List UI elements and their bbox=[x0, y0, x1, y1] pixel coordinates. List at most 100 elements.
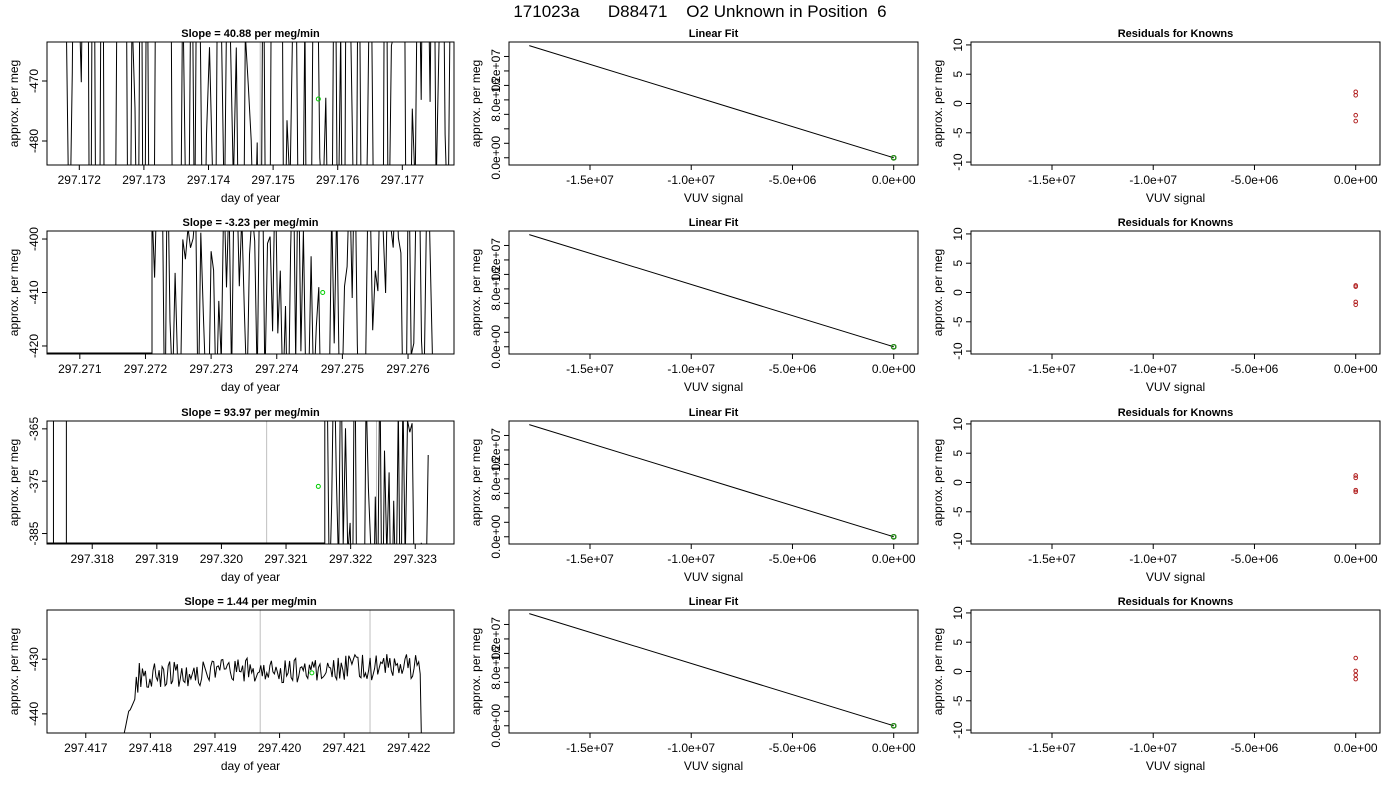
x-tick-label: 297.318 bbox=[71, 552, 115, 566]
fit-point bbox=[890, 154, 897, 161]
x-tick-label: 297.273 bbox=[189, 362, 233, 376]
signal-trace bbox=[123, 653, 422, 733]
x-tick-label: 297.420 bbox=[258, 741, 302, 755]
residuals-panel-1: Residuals for Knowns -1.5e+07 -1.0e+07 -5.0… bbox=[931, 28, 1381, 205]
mean-marker bbox=[315, 483, 321, 489]
x-tick-label: -1.5e+07 bbox=[1028, 741, 1076, 755]
y-axis-label: approx. per meg bbox=[469, 439, 483, 526]
x-axis-label: VUV signal bbox=[684, 759, 743, 773]
residual-point bbox=[1353, 475, 1359, 481]
x-tick-label: 0.0e+00 bbox=[872, 552, 916, 566]
y-tick-label: -5 bbox=[951, 316, 965, 327]
plot-area bbox=[123, 610, 422, 733]
x-tick-label: -1.0e+07 bbox=[1129, 173, 1177, 187]
figure-title: 171023a D88471 O2 Unknown in Position 6 bbox=[513, 2, 887, 21]
x-tick-label: -1.0e+07 bbox=[667, 552, 715, 566]
x-axis-label: VUV signal bbox=[684, 191, 743, 205]
panel-title: Residuals for Knowns bbox=[1118, 28, 1234, 40]
x-tick-label: -5.0e+06 bbox=[1231, 552, 1279, 566]
fit-point bbox=[890, 533, 897, 540]
time-series-panel-2: Slope = -3.23 per meg/min 297.271 297.272 2… bbox=[7, 217, 455, 394]
y-axis-label: approx. per meg bbox=[931, 60, 945, 147]
y-axis-label: approx. per meg bbox=[7, 60, 21, 147]
residuals-panel-2: Residuals for Knowns -1.5e+07 -1.0e+07 -5.0… bbox=[931, 217, 1381, 394]
x-tick-label: 0.0e+00 bbox=[872, 741, 916, 755]
plot-area bbox=[1353, 283, 1359, 308]
residual-point bbox=[1353, 118, 1359, 124]
x-tick-label: 0.0e+00 bbox=[1334, 362, 1378, 376]
plot-area bbox=[1353, 473, 1359, 495]
x-tick-label: -5.0e+06 bbox=[1231, 362, 1279, 376]
linear-fit-panel-4: Linear Fit -1.5e+07 -1.0e+07 -5.0e+06 0.0e+0… bbox=[469, 596, 919, 773]
x-tick-label: 297.272 bbox=[124, 362, 168, 376]
y-tick-label: -420 bbox=[27, 334, 41, 358]
plot-frame bbox=[970, 230, 1381, 355]
x-tick-label: 297.320 bbox=[200, 552, 244, 566]
x-tick-label: -1.0e+07 bbox=[667, 741, 715, 755]
y-axis-label: approx. per meg bbox=[931, 439, 945, 526]
x-axis-label: day of year bbox=[221, 759, 280, 773]
x-tick-label: 297.175 bbox=[251, 173, 295, 187]
y-tick-label: 0.0e+00 bbox=[489, 515, 503, 559]
y-tick-label: 10 bbox=[951, 38, 965, 52]
x-tick-label: 0.0e+00 bbox=[872, 173, 916, 187]
x-tick-label: 297.322 bbox=[329, 552, 373, 566]
y-axis-label: approx. per meg bbox=[7, 628, 21, 715]
x-tick-label: -1.0e+07 bbox=[1129, 362, 1177, 376]
signal-trace bbox=[47, 421, 429, 544]
panel-title: Slope = 93.97 per meg/min bbox=[181, 407, 320, 419]
y-tick-label: -470 bbox=[27, 69, 41, 93]
x-tick-label: -5.0e+06 bbox=[1231, 173, 1279, 187]
plot-frame bbox=[46, 230, 455, 355]
plot-frame bbox=[46, 420, 455, 545]
panel-title: Slope = 1.44 per meg/min bbox=[184, 596, 317, 608]
x-tick-label: -1.0e+07 bbox=[1129, 552, 1177, 566]
y-tick-label: -440 bbox=[27, 702, 41, 726]
x-tick-label: -1.0e+07 bbox=[667, 173, 715, 187]
x-axis-label: day of year bbox=[221, 191, 280, 205]
plot-frame bbox=[508, 230, 919, 355]
y-tick-label: -5 bbox=[951, 695, 965, 706]
x-axis-label: day of year bbox=[221, 570, 280, 584]
panel-title: Linear Fit bbox=[689, 28, 739, 40]
plot-frame bbox=[508, 609, 919, 734]
x-tick-label: 0.0e+00 bbox=[1334, 741, 1378, 755]
y-tick-label: 5 bbox=[951, 450, 965, 457]
x-tick-label: 297.417 bbox=[64, 741, 108, 755]
mean-marker bbox=[309, 670, 315, 676]
y-tick-label: -10 bbox=[951, 721, 965, 739]
fit-point bbox=[890, 343, 897, 350]
y-tick-label: 0.0e+00 bbox=[489, 136, 503, 180]
y-tick-label: 8.0e+06 bbox=[489, 78, 503, 122]
linear-fit-panel-2: Linear Fit -1.5e+07 -1.0e+07 -5.0e+06 0.0e+0… bbox=[469, 217, 919, 394]
x-tick-label: -5.0e+06 bbox=[769, 741, 817, 755]
y-axis-label: approx. per meg bbox=[469, 628, 483, 715]
plot-area bbox=[529, 234, 897, 350]
y-tick-label: 8.0e+06 bbox=[489, 646, 503, 690]
x-axis-label: VUV signal bbox=[1146, 191, 1205, 205]
panel-title: Residuals for Knowns bbox=[1118, 407, 1234, 419]
signal-trace bbox=[66, 42, 451, 165]
panel-title: Slope = 40.88 per meg/min bbox=[181, 28, 320, 40]
linear-fit-panel-1: Linear Fit -1.5e+07 -1.0e+07 -5.0e+06 0.0e+0… bbox=[469, 28, 919, 205]
residual-point bbox=[1353, 302, 1359, 308]
residual-point bbox=[1353, 676, 1359, 682]
plot-area bbox=[529, 45, 897, 161]
x-tick-label: -1.0e+07 bbox=[667, 362, 715, 376]
y-axis-label: approx. per meg bbox=[7, 439, 21, 526]
y-tick-label: 0 bbox=[951, 668, 965, 675]
y-tick-label: -410 bbox=[27, 280, 41, 304]
x-tick-label: 297.418 bbox=[129, 741, 173, 755]
plot-area bbox=[66, 42, 451, 165]
x-tick-label: 0.0e+00 bbox=[1334, 173, 1378, 187]
x-tick-label: -1.5e+07 bbox=[566, 362, 614, 376]
fit-line bbox=[529, 45, 894, 159]
plot-area bbox=[1353, 89, 1359, 124]
residual-point bbox=[1353, 668, 1359, 674]
y-tick-label: -10 bbox=[951, 153, 965, 171]
plot-area bbox=[529, 613, 897, 729]
residual-point bbox=[1353, 672, 1359, 678]
y-axis-label: approx. per meg bbox=[7, 249, 21, 336]
y-tick-label: 1.2e+07 bbox=[489, 428, 503, 472]
y-tick-label: 0 bbox=[951, 289, 965, 296]
